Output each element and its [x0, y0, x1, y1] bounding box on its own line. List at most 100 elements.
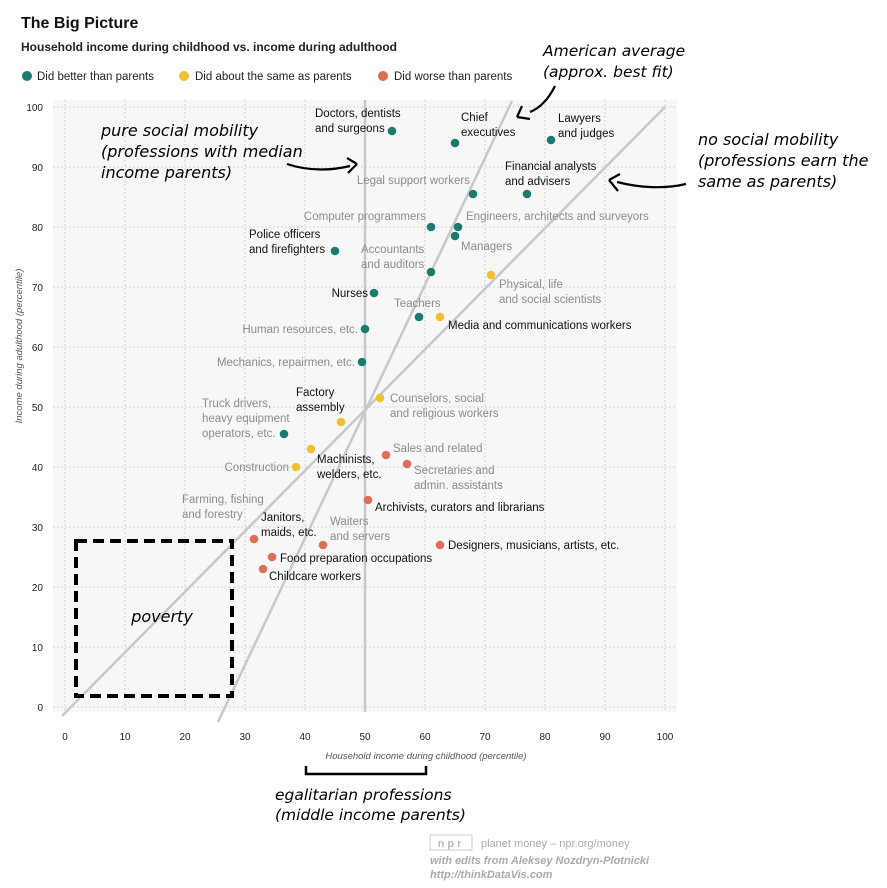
legend-label-better: Did better than parents	[37, 71, 154, 83]
label-legal-support-workers: Legal support workers	[357, 175, 470, 187]
label-accountants-and-auditors: Accountants and auditors	[361, 244, 425, 271]
x-tick-label: 70	[479, 732, 491, 743]
label-lawyers-and-judges: Lawyers and judges	[558, 113, 615, 140]
label-teachers: Teachers	[394, 298, 441, 310]
poverty-box	[74, 539, 234, 698]
point-computer-programmers[interactable]	[426, 222, 436, 232]
label-line-engineers-architects-and-surveyors: Engineers, architects and surveyors	[466, 211, 649, 223]
label-line-human-resources-etc: Human resources, etc.	[242, 324, 358, 336]
point-archivists-curators-and-librarians[interactable]	[363, 495, 373, 505]
point-financial-analysts-and-advisers[interactable]	[522, 189, 532, 199]
label-line-mechanics-repairmen-etc: Mechanics, repairmen, etc.	[217, 357, 355, 369]
label-archivists-curators-and-librarians: Archivists, curators and librarians	[375, 502, 545, 514]
label-nurses: Nurses	[332, 288, 369, 300]
egalitarian-line-2: (middle income parents)	[275, 806, 466, 824]
label-line-construction: Construction	[224, 462, 289, 474]
point-childcare-workers[interactable]	[258, 564, 268, 574]
point-counselors-social-and-religious-workers[interactable]	[375, 393, 385, 403]
label-line-sales-and-related: Sales and related	[393, 443, 483, 455]
point-police-officers-and-firefighters[interactable]	[330, 246, 340, 256]
no-mobility-line-1: no social mobility	[698, 130, 839, 149]
y-tick-label: 60	[32, 343, 44, 354]
point-engineers-architects-and-surveyors[interactable]	[453, 222, 463, 232]
point-labels: Doctors, dentists and surgeons Chief execut…	[182, 108, 649, 583]
label-human-resources-etc: Human resources, etc.	[242, 324, 358, 336]
label-computer-programmers: Computer programmers	[304, 211, 426, 223]
label-line-doctors-dentists-and-surgeons: and surgeons	[315, 123, 385, 135]
point-mechanics-repairmen-etc[interactable]	[357, 357, 367, 367]
point-waiters-and-servers[interactable]	[318, 540, 328, 550]
point-food-preparation-occupations[interactable]	[267, 552, 277, 562]
label-janitors-maids-etc: Janitors, maids, etc.	[261, 512, 317, 539]
x-tick-label: 30	[239, 732, 251, 743]
label-designers-musicians-artists-etc: Designers, musicians, artists, etc.	[448, 540, 619, 552]
point-lawyers-and-judges[interactable]	[546, 135, 556, 145]
label-line-physical-life-and-social-scientists: and social scientists	[499, 294, 602, 306]
label-engineers-architects-and-surveyors: Engineers, architects and surveyors	[466, 211, 649, 223]
label-line-farming-fishing-and-forestry: Farming, fishing	[182, 494, 264, 506]
x-tick-label: 90	[599, 732, 611, 743]
point-designers-musicians-artists-etc[interactable]	[435, 540, 445, 550]
point-nurses[interactable]	[369, 288, 379, 298]
x-tick-label: 60	[419, 732, 431, 743]
american-average-arrow	[529, 85, 556, 114]
legend-swatch-same	[179, 71, 189, 81]
y-tick-label: 80	[32, 223, 44, 234]
npr-logo	[429, 834, 473, 851]
credits: npr planet money – npr.org/money with ed…	[429, 834, 650, 881]
point-janitors-maids-etc[interactable]	[249, 534, 259, 544]
pure-mobility-line-1: pure social mobility	[100, 121, 259, 140]
point-media-and-communications-workers[interactable]	[435, 312, 445, 322]
point-factory-assembly[interactable]	[336, 417, 346, 427]
label-line-farming-fishing-and-forestry: and forestry	[182, 509, 243, 521]
credit-line-3: http://thinkDataVis.com	[430, 869, 553, 881]
legend-label-worse: Did worse than parents	[394, 71, 513, 83]
chart-title: The Big Picture	[21, 15, 138, 32]
credit-line-1: planet money – npr.org/money	[481, 838, 630, 850]
point-truck-drivers-heavy-equipment-operators-etc[interactable]	[279, 429, 289, 439]
label-line-truck-drivers-heavy-equipment-operators-etc: heavy equipment	[202, 413, 290, 425]
point-teachers[interactable]	[414, 312, 424, 322]
point-chief-executives[interactable]	[450, 138, 460, 148]
point-secretaries-and-admin-assistants[interactable]	[402, 459, 412, 469]
label-financial-analysts-and-advisers: Financial analysts and advisers	[505, 161, 597, 188]
no-mobility-arrow	[616, 180, 687, 189]
label-waiters-and-servers: Waiters and servers	[330, 516, 390, 543]
x-tick-label: 80	[539, 732, 551, 743]
label-sales-and-related: Sales and related	[393, 443, 483, 455]
axis-ticks: 0 10 20 30 40 50 60 70 80 90 100 0 10 20 30 40 50 60 70 80 9…	[26, 103, 673, 743]
point-physical-life-and-social-scientists[interactable]	[486, 270, 496, 280]
label-line-food-preparation-occupations: Food preparation occupations	[280, 553, 432, 565]
point-construction[interactable]	[291, 462, 301, 472]
american-average-arrowhead	[515, 105, 531, 121]
label-construction: Construction	[224, 462, 289, 474]
egalitarian-line-1: egalitarian professions	[275, 786, 452, 804]
reference-lines	[61, 100, 666, 723]
x-tick-label: 50	[359, 732, 371, 743]
x-tick-label: 10	[119, 732, 131, 743]
point-doctors-dentists-and-surgeons[interactable]	[387, 126, 397, 136]
point-machinists-welders-etc[interactable]	[306, 444, 316, 454]
label-line-archivists-curators-and-librarians: Archivists, curators and librarians	[375, 502, 545, 514]
label-line-truck-drivers-heavy-equipment-operators-etc: operators, etc.	[202, 428, 276, 440]
label-line-doctors-dentists-and-surgeons: Doctors, dentists	[315, 108, 401, 120]
y-tick-label: 90	[32, 163, 44, 174]
point-sales-and-related[interactable]	[381, 450, 391, 460]
y-tick-label: 70	[32, 283, 44, 294]
label-line-legal-support-workers: Legal support workers	[357, 175, 470, 187]
no-mobility-arrowhead	[608, 173, 621, 192]
poverty-label: poverty	[130, 607, 193, 626]
egalitarian-bracket	[304, 766, 428, 776]
y-tick-label: 30	[32, 523, 44, 534]
point-human-resources-etc[interactable]	[360, 324, 370, 334]
point-legal-support-workers[interactable]	[468, 189, 478, 199]
x-tick-label: 0	[62, 732, 68, 743]
label-line-waiters-and-servers: and servers	[330, 531, 390, 543]
y-tick-label: 10	[32, 643, 44, 654]
point-accountants-and-auditors[interactable]	[426, 267, 436, 277]
label-line-counselors-social-and-religious-workers: Counselors, social	[390, 393, 484, 405]
no-mobility-line-2: (professions earn the	[698, 151, 869, 170]
point-managers[interactable]	[450, 231, 460, 241]
label-line-lawyers-and-judges: Lawyers	[558, 113, 601, 125]
